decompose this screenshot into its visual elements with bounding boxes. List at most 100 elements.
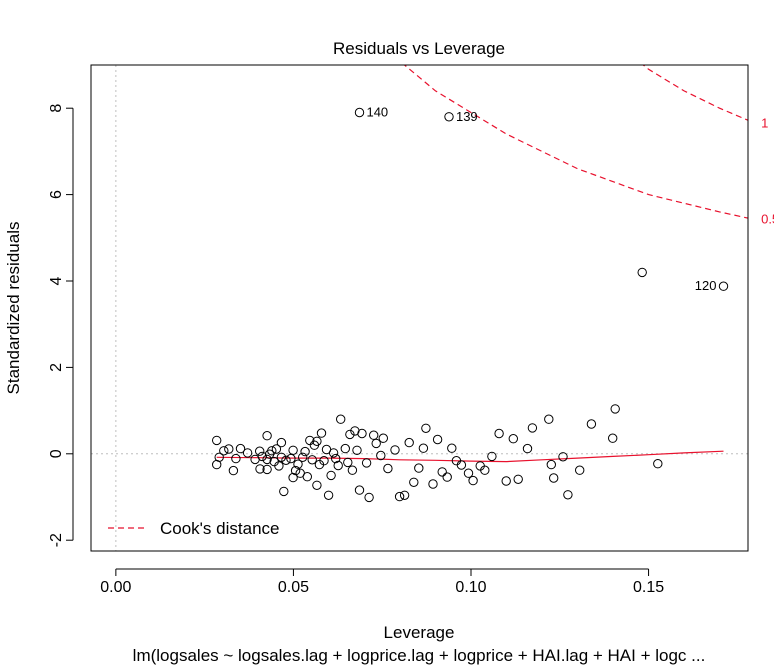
data-point: [279, 486, 289, 497]
data-point: [288, 445, 298, 455]
x-tick-label: 0.10: [455, 579, 486, 596]
data-point: [418, 443, 429, 453]
data-point: [409, 477, 419, 487]
data-point: [653, 459, 663, 469]
data-point: [421, 423, 431, 433]
data-point: [219, 446, 229, 456]
data-point: [383, 463, 393, 474]
data-point: [432, 434, 443, 445]
reference-lines: [91, 65, 748, 551]
data-point: [262, 454, 272, 465]
data-point: [290, 465, 301, 476]
data-point: [361, 458, 372, 468]
cooks-contour-label-0.5: 0.5: [761, 212, 774, 227]
data-point: [336, 414, 346, 424]
cooks-contour-labels: 0.51: [761, 115, 774, 226]
data-point: [558, 452, 568, 462]
data-point: [544, 414, 554, 424]
data-point: [312, 436, 322, 446]
data-point: [513, 474, 523, 484]
y-tick-label: 0: [48, 449, 65, 458]
data-point: [456, 460, 467, 470]
data-point: [257, 451, 267, 462]
data-point: [463, 468, 474, 478]
data-point: [242, 448, 253, 458]
data-point: [319, 456, 329, 466]
data-point: [352, 445, 362, 455]
data-point: [307, 455, 317, 465]
data-point: [428, 479, 438, 489]
y-tick-label: 6: [48, 190, 65, 199]
data-point: [276, 437, 287, 448]
data-point: [494, 428, 504, 439]
data-point: [262, 431, 272, 441]
data-point: [228, 465, 239, 476]
data-point: [371, 438, 381, 449]
point-label-139: 139: [456, 109, 478, 124]
data-point: [354, 107, 365, 118]
data-point: [323, 490, 334, 500]
data-point: [480, 465, 490, 475]
chart-title: Residuals vs Leverage: [333, 39, 505, 58]
data-point: [235, 443, 246, 454]
data-point: [508, 434, 518, 444]
data-point: [549, 473, 559, 483]
y-axis: -2 0 2 4 6 8: [48, 104, 74, 547]
data-point: [546, 459, 556, 470]
data-point: [293, 459, 303, 469]
plot-frame: [90, 64, 749, 552]
data-point: [267, 446, 277, 456]
data-point: [404, 437, 414, 448]
cooks-contour-label-1: 1: [761, 115, 768, 130]
data-point: [608, 433, 618, 443]
data-point: [326, 470, 336, 481]
x-axis-label: Leverage: [384, 623, 455, 642]
data-point: [501, 476, 511, 486]
legend-label-cooks-distance: Cook's distance: [160, 519, 279, 538]
data-point: [414, 463, 424, 473]
data-point: [390, 445, 400, 455]
legend: Cook's distance: [108, 519, 279, 538]
data-point: [369, 430, 379, 440]
data-point: [522, 443, 533, 454]
point-label-120: 120: [695, 278, 717, 293]
x-tick-label: 0.15: [633, 579, 664, 596]
y-tick-label: 8: [48, 104, 65, 113]
point-labels: 140 139 120: [366, 105, 716, 294]
data-points: [212, 107, 729, 503]
x-tick-label: 0.00: [100, 579, 131, 596]
data-point: [399, 490, 410, 500]
data-point: [610, 404, 620, 414]
data-point: [255, 446, 265, 456]
data-point: [575, 465, 585, 475]
y-tick-label: -2: [48, 533, 65, 547]
data-point: [718, 281, 729, 291]
cooks-distance-contours: [403, 65, 748, 219]
data-point: [333, 460, 343, 471]
data-point: [347, 465, 358, 475]
data-point: [563, 490, 573, 500]
data-point: [378, 433, 388, 443]
data-point: [527, 423, 538, 433]
data-point: [354, 485, 365, 495]
smoother-line-group: [216, 450, 724, 463]
data-point: [298, 452, 308, 462]
data-point: [262, 464, 272, 475]
y-tick-label: 2: [48, 363, 65, 372]
x-axis: 0.00 0.05 0.10 0.15: [100, 568, 664, 596]
data-point: [231, 453, 241, 464]
data-point: [288, 472, 298, 483]
data-point: [276, 452, 287, 462]
data-point: [212, 435, 222, 446]
data-point: [343, 457, 353, 468]
data-point: [350, 426, 360, 436]
data-point: [376, 450, 386, 461]
data-point: [274, 461, 284, 471]
data-point: [447, 443, 457, 453]
data-point: [281, 455, 291, 465]
data-point: [302, 472, 312, 482]
point-label-140: 140: [366, 105, 388, 120]
data-point: [345, 429, 355, 440]
data-point: [255, 464, 265, 474]
